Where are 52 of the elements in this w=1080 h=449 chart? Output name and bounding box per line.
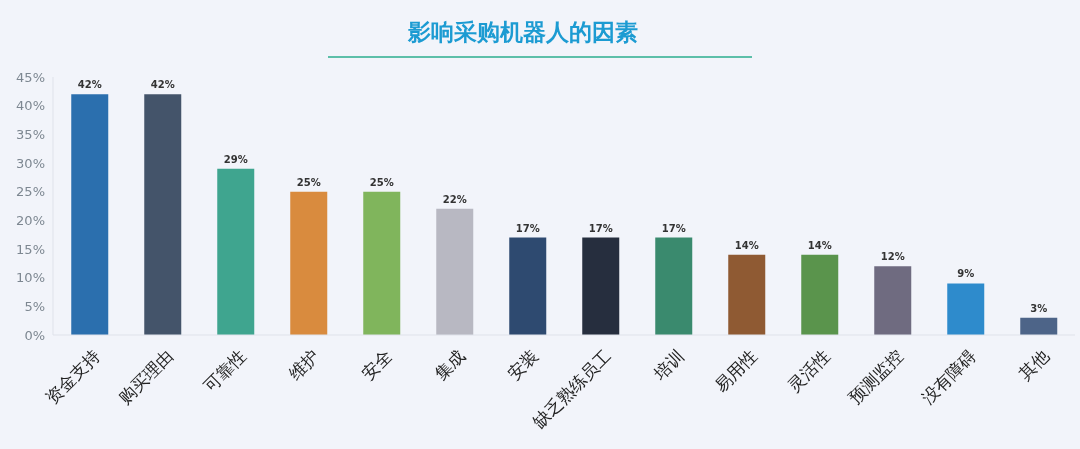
x-tick-label: 购买理由 [115, 345, 178, 408]
x-tick-label: 预测监控 [845, 345, 908, 408]
x-tick-label: 可靠性 [200, 345, 251, 396]
data-label: 42% [150, 79, 175, 91]
bar [363, 191, 401, 335]
bar [290, 191, 328, 335]
x-tick-label: 维护 [285, 345, 324, 384]
chart-title: 影响采购机器人的因素 [407, 18, 639, 47]
x-tick-label: 没有障碍 [918, 345, 981, 408]
data-label: 9% [957, 268, 975, 280]
bar [582, 237, 620, 335]
bar [436, 208, 474, 335]
bar [1020, 317, 1058, 335]
data-label: 14% [807, 239, 832, 251]
bar [217, 168, 255, 335]
x-tick-label: 集成 [431, 345, 470, 384]
y-tick-label: 20% [16, 212, 45, 228]
y-tick-label: 30% [16, 155, 45, 171]
data-label: 25% [296, 176, 321, 188]
y-tick-label: 45% [16, 69, 45, 85]
bar [947, 283, 985, 335]
data-label: 12% [880, 251, 905, 263]
bar [655, 237, 693, 335]
bar [509, 237, 547, 335]
bar [728, 254, 766, 335]
y-tick-label: 10% [16, 270, 45, 286]
data-label: 22% [442, 193, 467, 205]
y-tick-label: 0% [24, 327, 45, 343]
data-label: 17% [588, 222, 613, 234]
data-label: 17% [661, 222, 686, 234]
y-tick-label: 40% [16, 98, 45, 114]
data-label: 29% [223, 153, 248, 165]
y-tick-label: 25% [16, 184, 45, 200]
x-tick-label: 其他 [1015, 345, 1054, 384]
y-tick-label: 15% [16, 241, 45, 257]
bar [801, 254, 839, 335]
x-tick-label: 资金支持 [42, 345, 105, 408]
data-label: 17% [515, 222, 540, 234]
x-tick-label: 灵活性 [784, 345, 835, 396]
data-label: 25% [369, 176, 394, 188]
bar [144, 94, 182, 335]
x-tick-label: 安装 [504, 345, 543, 384]
x-tick-label: 安全 [358, 345, 397, 384]
y-tick-label: 35% [16, 126, 45, 142]
data-label: 42% [77, 79, 102, 91]
data-label: 3% [1030, 302, 1048, 314]
bar [874, 266, 912, 335]
y-tick-label: 5% [24, 298, 45, 314]
x-tick-label: 培训 [649, 345, 689, 385]
data-label: 14% [734, 239, 759, 251]
x-tick-label: 易用性 [711, 345, 762, 396]
bar [71, 94, 109, 335]
